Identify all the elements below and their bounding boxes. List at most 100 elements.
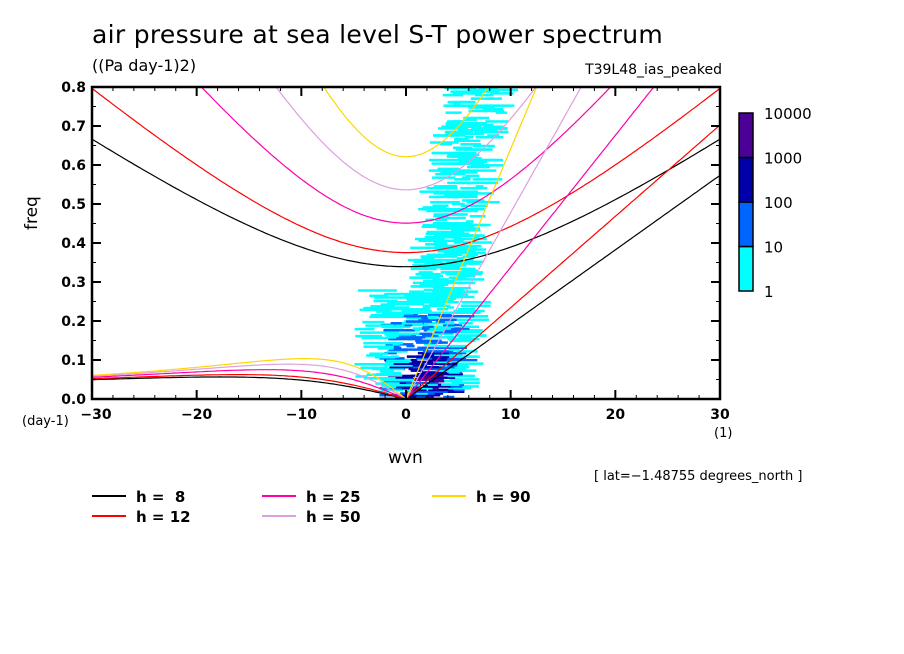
spectrum-patch (428, 362, 458, 365)
spectrum-patch (407, 299, 431, 302)
spectrum-patch (396, 381, 409, 385)
spectrum-patch (445, 111, 462, 114)
spectrum-patch (360, 366, 388, 369)
spectrum-patch (427, 293, 454, 297)
spectrum-patch (383, 329, 415, 332)
spectrum-patch (454, 278, 485, 281)
spectrum-patch (454, 178, 471, 181)
spectrum-patch (434, 239, 464, 243)
spectrum-patch (407, 258, 440, 262)
spectrum-patch (463, 274, 473, 278)
spectrum-patch (453, 237, 487, 241)
spectrum-patch (425, 218, 434, 221)
spectrum-patch (461, 176, 471, 179)
spectrum-patch (449, 339, 474, 343)
spectrum-patch (446, 267, 476, 271)
spectrum-patch (434, 379, 445, 383)
spectrum-patch (437, 230, 465, 234)
spectrum-patch (438, 258, 464, 262)
y-tick-label: 0.2 (61, 314, 86, 330)
spectrum-patch (423, 322, 455, 325)
spectrum-patch (457, 307, 475, 311)
spectrum-patch (466, 200, 500, 204)
spectrum-patch (475, 127, 508, 130)
spectrum-patch (355, 334, 382, 338)
spectrum-patch (454, 250, 476, 253)
spectrum-patch (471, 97, 494, 100)
spectrum-patch (470, 128, 481, 132)
colorbar-label: 10000 (764, 105, 812, 123)
spectrum-patch (423, 325, 455, 329)
colorbar-swatch (738, 156, 754, 203)
spectrum-patch (461, 269, 478, 272)
spectrum-patch (462, 199, 478, 202)
spectrum-patch (448, 276, 467, 279)
colorbar-swatch (738, 201, 754, 248)
spectrum-patch (406, 344, 415, 348)
spectrum-patch (467, 92, 481, 95)
spectrum-patch (433, 241, 447, 244)
spectrum-patch (454, 223, 486, 227)
spectrum-patch (438, 248, 458, 251)
spectrum-patch (454, 365, 470, 369)
spectrum-patch (405, 320, 432, 323)
spectrum-patch (456, 350, 478, 353)
spectrum-patch (449, 271, 459, 274)
spectrum-patch (421, 257, 435, 260)
spectrum-patch (450, 90, 482, 93)
spectrum-patch (462, 192, 494, 195)
spectrum-patch (463, 169, 497, 172)
spectrum-patch (380, 303, 396, 306)
inertia-gravity-curve-h8 (92, 138, 720, 268)
spectrum-patch (390, 337, 412, 341)
spectrum-patch (467, 165, 490, 169)
spectrum-patch (450, 264, 467, 267)
x-axis-unit: (1) (714, 426, 733, 441)
spectrum-patch (466, 253, 478, 257)
spectrum-patch (410, 267, 436, 271)
spectrum-patch (384, 292, 421, 296)
spectrum-patch (379, 378, 414, 382)
spectrum-patch (458, 334, 487, 337)
spectrum-patch (370, 313, 404, 317)
x-tick-label: 20 (606, 407, 626, 423)
spectrum-patch (452, 92, 482, 95)
spectrum-patch (474, 93, 494, 97)
spectrum-patch (416, 341, 431, 344)
spectrum-patch (416, 355, 450, 358)
spectrum-patch (409, 300, 437, 304)
spectrum-patch (390, 336, 405, 339)
spectrum-patch (487, 97, 494, 100)
colorbar-swatch (738, 112, 754, 159)
spectrum-patch (434, 264, 445, 267)
spectrum-patch (381, 312, 414, 315)
spectrum-patch (460, 186, 488, 190)
spectrum-patch (421, 225, 446, 229)
spectrum-patch (416, 388, 427, 392)
spectrum-patch (456, 251, 486, 255)
spectrum-patch (453, 120, 465, 123)
y-axis-unit: (day-1) (22, 414, 69, 429)
x-tick-label: −10 (286, 407, 317, 423)
spectrum-patch (471, 158, 500, 162)
spectrum-patch (453, 162, 485, 165)
spectrum-patch (384, 351, 397, 355)
spectrum-patch (438, 315, 453, 318)
spectrum-patch (463, 116, 490, 120)
spectrum-patch (418, 239, 446, 243)
spectrum-patch (424, 262, 445, 265)
spectrum-patch (448, 371, 460, 374)
spectrum-patch (467, 181, 499, 185)
spectrum-patch (476, 90, 500, 93)
spectrum-patch (453, 309, 485, 313)
spectrum-patch (399, 307, 431, 311)
spectrum-patch (376, 310, 392, 313)
spectrum-patch (388, 336, 397, 339)
spectrum-patch (459, 281, 476, 285)
spectrum-patch (464, 148, 493, 151)
spectrum-patch (448, 262, 481, 265)
spectrum-patch (422, 206, 445, 209)
spectrum-patch (443, 251, 463, 255)
spectrum-patch (434, 392, 444, 395)
spectrum-patch (439, 169, 457, 172)
